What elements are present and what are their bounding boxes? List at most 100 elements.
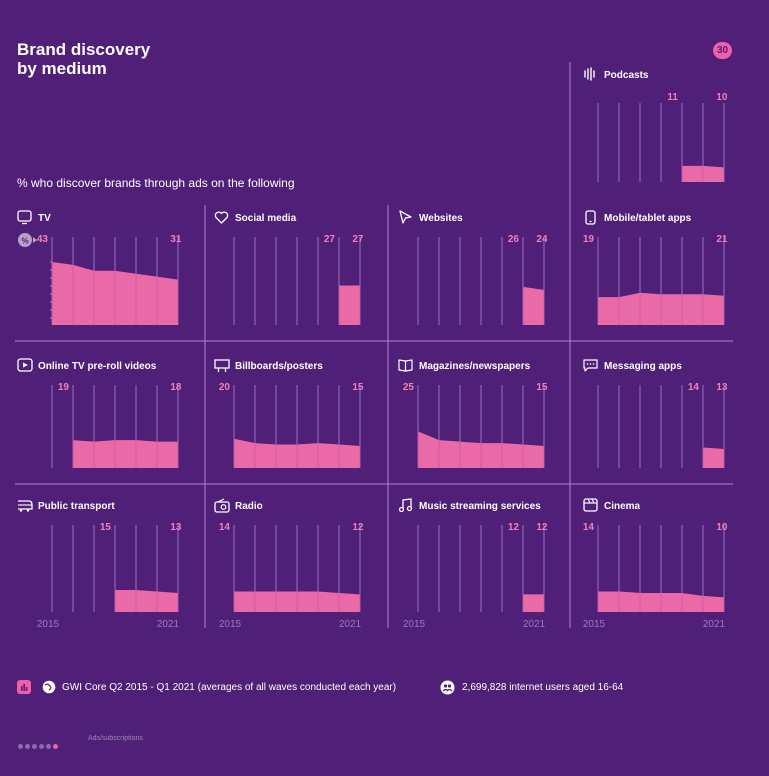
panel-music-streaming-services: Music streaming services 12 12 2015 2021 — [398, 498, 548, 630]
panel-title: Public transport — [38, 501, 115, 512]
music-stem — [402, 498, 412, 509]
source-icon — [17, 680, 31, 699]
page-title: Brand discovery by medium — [17, 40, 217, 78]
page-number-badge: 30 — [713, 42, 732, 59]
x-tick-label: 2015 — [403, 619, 426, 630]
radio-speaker — [220, 504, 227, 510]
music-note-head — [398, 506, 405, 513]
start-value-label: 26 — [508, 234, 520, 245]
start-value-label: 43 — [37, 234, 49, 245]
clapper-stripe — [587, 498, 591, 504]
start-value-label: 14 — [688, 382, 700, 393]
section-tag: Ads/subscriptions — [88, 735, 143, 742]
message-icon — [583, 359, 598, 372]
end-value-label: 12 — [352, 522, 364, 533]
area-series — [523, 594, 544, 612]
page-dot — [39, 744, 44, 749]
mobile-icon — [585, 210, 596, 225]
heart-icon — [214, 211, 229, 224]
x-tick-label: 2015 — [37, 619, 60, 630]
radio-body — [214, 501, 230, 513]
radio-icon — [214, 498, 230, 513]
end-value-label: 10 — [716, 92, 728, 103]
percent-badge-label: % — [21, 237, 28, 246]
panel-tv: TV 43 31% — [17, 210, 182, 325]
music-note-head — [406, 505, 413, 512]
area-series — [703, 447, 724, 468]
start-value-label: 15 — [100, 522, 112, 533]
radio-antenna — [217, 498, 225, 503]
clapper-body — [583, 498, 598, 512]
area-series — [115, 590, 178, 612]
source-text: GWI Core Q2 2015 - Q1 2021 (averages of … — [62, 682, 397, 693]
panel-title: Radio — [235, 501, 263, 512]
book-shape — [398, 359, 413, 372]
page-dot — [46, 744, 51, 749]
start-value-label: 27 — [324, 234, 336, 245]
play-glyph — [23, 362, 28, 368]
panel-title: Social media — [235, 213, 297, 224]
start-value-label: 14 — [583, 522, 595, 533]
bus-wheel — [26, 509, 30, 512]
end-value-label: 27 — [352, 234, 364, 245]
percent-badge-arrow — [33, 237, 37, 243]
page-dot — [53, 744, 58, 749]
x-tick-label: 2015 — [583, 619, 606, 630]
panel-podcasts: Podcasts 11 10 — [584, 67, 728, 182]
panel-title: TV — [38, 213, 51, 224]
heart-shape — [214, 211, 229, 224]
panel-title: Billboards/posters — [235, 361, 323, 372]
panel-billboards-posters: Billboards/posters 20 15 — [214, 359, 364, 468]
title-line-2: by medium — [17, 59, 107, 78]
start-value-label: 14 — [219, 522, 231, 533]
message-dot — [586, 363, 589, 365]
message-dot — [589, 363, 592, 365]
panel-title: Podcasts — [604, 70, 649, 81]
bus-icon — [18, 500, 33, 512]
end-value-label: 18 — [170, 382, 182, 393]
clapper-stripe — [591, 498, 595, 504]
panel-title: Music streaming services — [419, 501, 541, 512]
panel-radio: Radio 14 12 2015 2021 — [214, 498, 364, 630]
panel-cinema: Cinema 14 10 2015 2021 — [583, 498, 728, 630]
video-frame — [17, 358, 33, 372]
x-tick-label: 2021 — [157, 619, 180, 630]
tv-icon — [17, 210, 32, 225]
end-value-label: 13 — [170, 522, 182, 533]
page-dot — [18, 744, 23, 749]
end-value-label: 15 — [352, 382, 364, 393]
panel-websites: Websites 26 24 — [399, 210, 548, 325]
billboard-board — [214, 359, 230, 369]
cinema-icon — [583, 498, 598, 512]
panel-title: Mobile/tablet apps — [604, 213, 692, 224]
newspaper-icon — [398, 359, 413, 372]
page-dot — [32, 744, 37, 749]
cursor-icon — [399, 210, 412, 224]
start-value-label: 19 — [58, 382, 70, 393]
page-dot — [25, 744, 30, 749]
end-value-label: 10 — [716, 522, 728, 533]
panel-title: Messaging apps — [604, 361, 682, 372]
message-bubble — [583, 359, 598, 372]
area-series — [73, 440, 178, 468]
start-value-label: 12 — [508, 522, 520, 533]
globe-icon — [42, 680, 56, 699]
end-value-label: 12 — [536, 522, 548, 533]
end-value-label: 15 — [536, 382, 548, 393]
panel-mobile-tablet-apps: Mobile/tablet apps 19 21 — [583, 210, 728, 325]
panel-public-transport: Public transport 15 13 2015 2021 — [18, 500, 182, 630]
chart-subtitle: % who discover brands through ads on the… — [17, 176, 295, 190]
end-value-label: 24 — [536, 234, 548, 245]
panel-title: Cinema — [604, 501, 641, 512]
area-series — [339, 285, 360, 325]
panel-title: Online TV pre-roll videos — [38, 361, 157, 372]
users-icon — [440, 680, 455, 700]
tv-screen — [17, 210, 32, 222]
start-value-label: 20 — [219, 382, 231, 393]
percent-badge — [18, 233, 32, 247]
x-tick-label: 2021 — [339, 619, 362, 630]
billboard-icon — [214, 359, 230, 372]
mobile-body — [585, 210, 596, 225]
panel-online-tv-pre-roll-videos: Online TV pre-roll videos 19 18 — [17, 358, 182, 468]
music-icon — [398, 498, 413, 513]
